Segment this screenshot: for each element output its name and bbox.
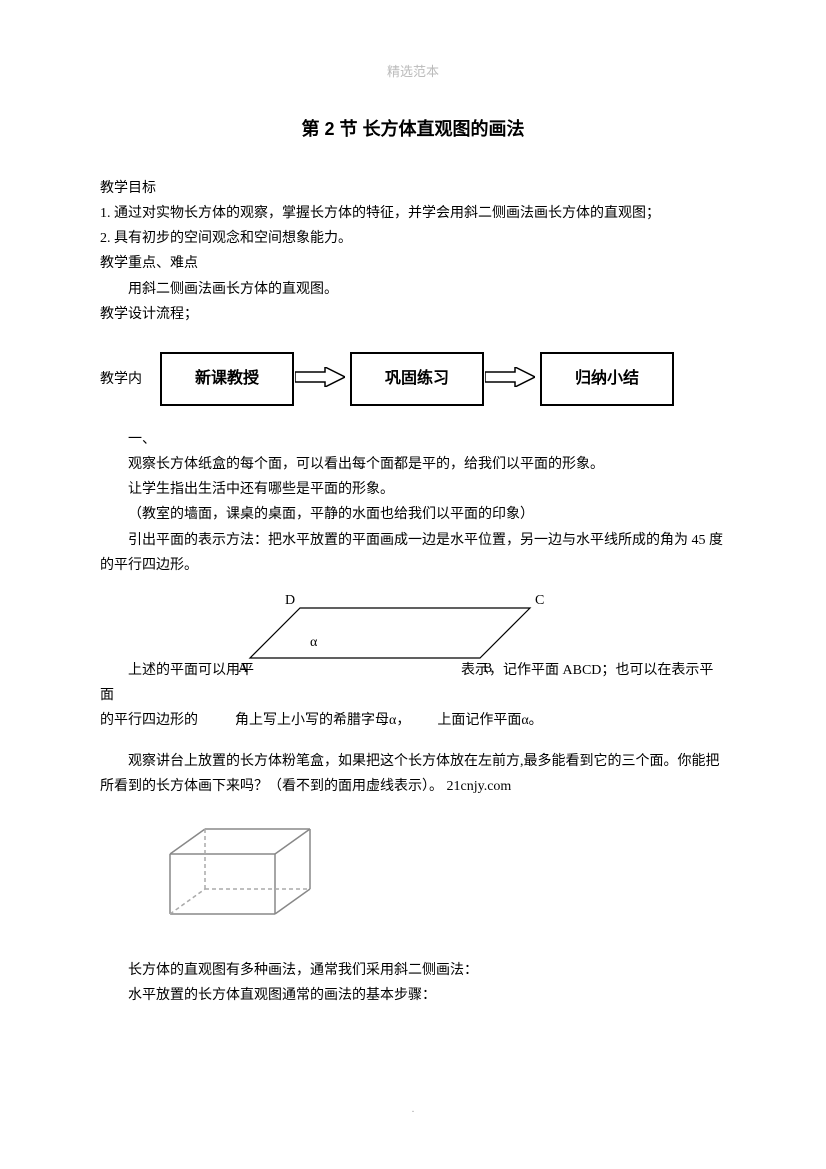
- cuboid-svg: [160, 819, 320, 929]
- parallelogram-label-alpha: α: [310, 630, 317, 655]
- p5d: 角上写上小写的希腊字母α，: [235, 713, 410, 728]
- content-header-partial: 教学内: [100, 367, 142, 392]
- parallelogram-label-a: A: [238, 656, 248, 681]
- design-header: 教学设计流程；: [100, 302, 726, 327]
- paragraph-4: 引出平面的表示方法：把水平放置的平面画成一边是水平位置，另一边与水平线所成的角为…: [100, 528, 726, 578]
- page-container: 精选范本 第 2 节 长方体直观图的画法 教学目标 1. 通过对实物长方体的观察…: [0, 0, 826, 1069]
- paragraph-3: （教室的墙面，课桌的桌面，平静的水面也给我们以平面的印象）: [100, 502, 726, 527]
- parallelogram-svg: [100, 588, 720, 678]
- page-title: 第 2 节 长方体直观图的画法: [100, 113, 726, 145]
- footer-marker: .: [412, 1101, 415, 1119]
- arrow-icon: [485, 367, 535, 387]
- flow-box-2: 巩固练习: [350, 352, 484, 406]
- flow-box-3: 归纳小结: [540, 352, 674, 406]
- goal-header: 教学目标: [100, 176, 726, 201]
- arrow-icon: [295, 367, 345, 387]
- paragraph-8: 水平放置的长方体直观图通常的画法的基本步骤：: [100, 983, 726, 1008]
- paragraph-2: 让学生指出生活中还有哪些是平面的形象。: [100, 477, 726, 502]
- paragraph-7: 长方体的直观图有多种画法，通常我们采用斜二侧画法：: [100, 958, 726, 983]
- paragraph-6: 观察讲台上放置的长方体粉笔盒，如果把这个长方体放在左前方,最多能看到它的三个面。…: [100, 749, 726, 799]
- parallelogram-label-c: C: [535, 588, 544, 613]
- goal-line-2: 2. 具有初步的空间观念和空间想象能力。: [100, 226, 726, 251]
- p5e: 上面记作平面α。: [437, 713, 542, 728]
- goal-line-1: 1. 通过对实物长方体的观察，掌握长方体的特征，并学会用斜二侧画法画长方体的直观…: [100, 201, 726, 226]
- parallelogram-label-d: D: [285, 588, 295, 613]
- p5c: 的平行四边形的: [100, 713, 198, 728]
- flow-box-1: 新课教授: [160, 352, 294, 406]
- keypoint-header: 教学重点、难点: [100, 251, 726, 276]
- section-one-label: 一、: [100, 427, 726, 452]
- parallelogram-figure: D C A B α: [100, 588, 726, 678]
- paragraph-1: 观察长方体纸盒的每个面，可以看出每个面都是平的，给我们以平面的形象。: [100, 452, 726, 477]
- flow-diagram: 新课教授 巩固练习 归纳小结 教学内: [160, 342, 726, 412]
- parallelogram-label-b: B: [483, 656, 492, 681]
- cuboid-figure: [160, 819, 726, 938]
- body-content: 教学目标 1. 通过对实物长方体的观察，掌握长方体的特征，并学会用斜二侧画法画长…: [100, 176, 726, 1009]
- keypoint-text: 用斜二侧画法画长方体的直观图。: [100, 277, 726, 302]
- header-watermark: 精选范本: [100, 60, 726, 83]
